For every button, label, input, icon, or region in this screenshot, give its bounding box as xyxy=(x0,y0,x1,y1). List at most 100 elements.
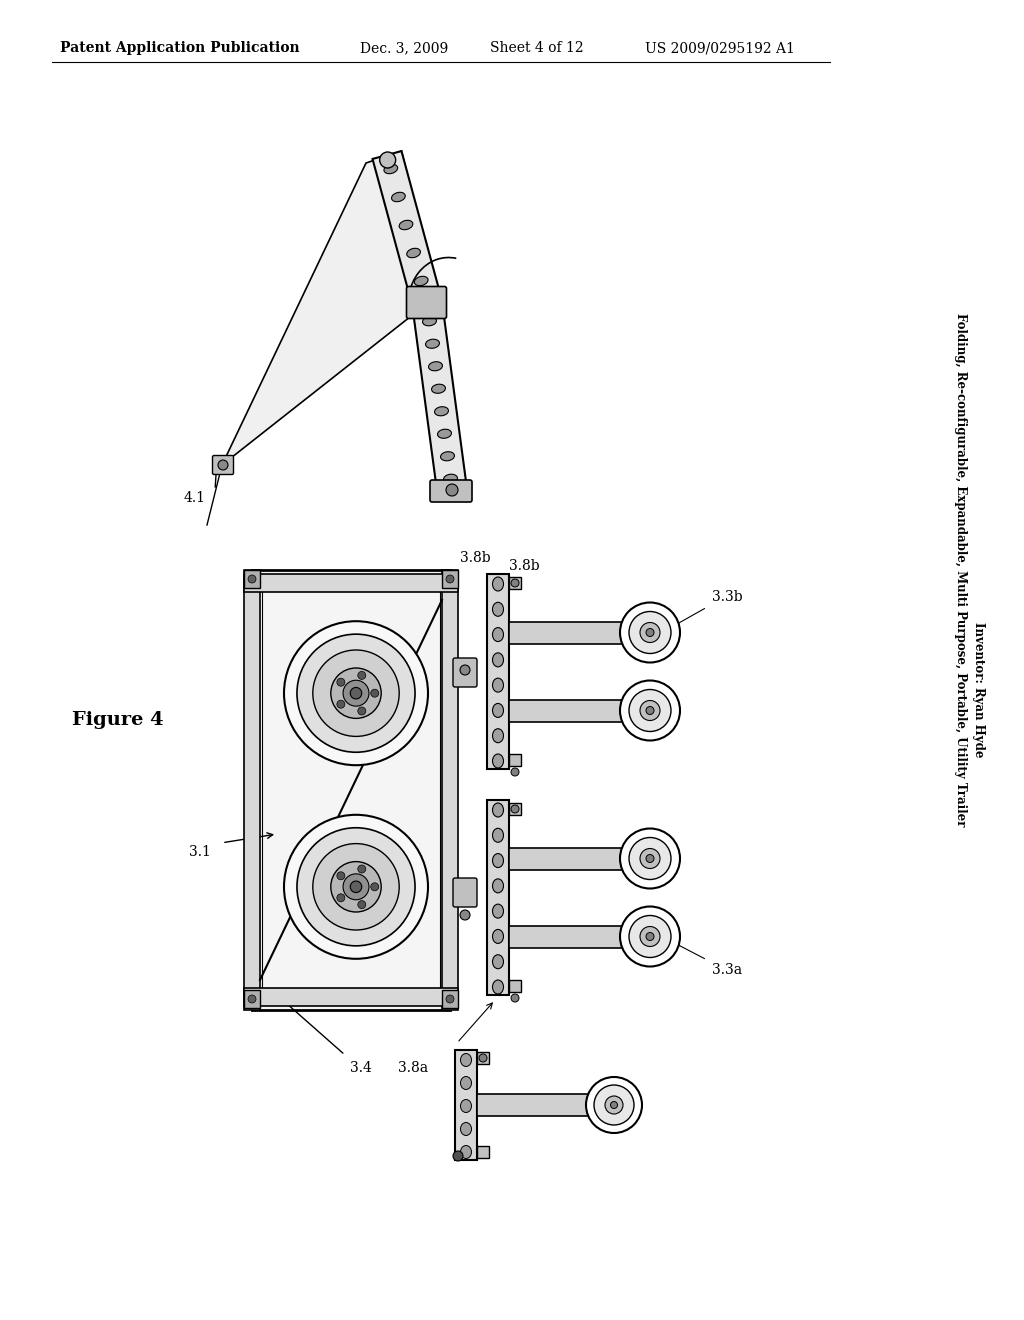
Text: 3.6: 3.6 xyxy=(452,664,473,678)
Circle shape xyxy=(297,828,415,946)
Ellipse shape xyxy=(493,627,504,642)
Circle shape xyxy=(511,579,519,587)
Text: Inventor: Ryan Hyde: Inventor: Ryan Hyde xyxy=(972,622,984,758)
Bar xyxy=(244,574,458,591)
Ellipse shape xyxy=(493,602,504,616)
Circle shape xyxy=(297,634,415,752)
Polygon shape xyxy=(373,150,439,298)
Text: US 2009/0295192 A1: US 2009/0295192 A1 xyxy=(645,41,795,55)
Circle shape xyxy=(337,700,345,709)
Circle shape xyxy=(620,602,680,663)
Circle shape xyxy=(357,900,366,908)
Circle shape xyxy=(357,708,366,715)
Ellipse shape xyxy=(461,1053,471,1067)
Bar xyxy=(487,574,509,770)
Circle shape xyxy=(350,880,361,892)
Bar xyxy=(252,570,450,1010)
Ellipse shape xyxy=(391,193,406,202)
Bar xyxy=(442,570,458,1010)
Ellipse shape xyxy=(426,339,439,348)
Circle shape xyxy=(511,768,519,776)
FancyBboxPatch shape xyxy=(453,657,477,686)
Bar xyxy=(509,577,521,589)
Circle shape xyxy=(629,611,671,653)
Bar xyxy=(244,570,260,1010)
Circle shape xyxy=(640,849,660,869)
Circle shape xyxy=(594,1085,634,1125)
Circle shape xyxy=(343,680,369,706)
Bar xyxy=(509,847,622,870)
Bar xyxy=(442,990,458,1008)
Circle shape xyxy=(646,932,654,940)
Circle shape xyxy=(646,628,654,636)
Circle shape xyxy=(357,672,366,680)
Circle shape xyxy=(312,843,399,931)
Ellipse shape xyxy=(443,474,458,483)
FancyBboxPatch shape xyxy=(213,455,233,474)
Circle shape xyxy=(371,883,379,891)
Circle shape xyxy=(371,689,379,697)
Circle shape xyxy=(620,829,680,888)
Bar xyxy=(487,800,509,995)
Bar xyxy=(442,570,458,587)
Circle shape xyxy=(284,622,428,766)
Ellipse shape xyxy=(493,577,504,591)
Text: 3.4: 3.4 xyxy=(350,1061,372,1074)
Circle shape xyxy=(337,894,345,902)
Ellipse shape xyxy=(461,1146,471,1159)
Ellipse shape xyxy=(493,803,504,817)
Circle shape xyxy=(640,623,660,643)
Circle shape xyxy=(446,995,454,1003)
Ellipse shape xyxy=(493,929,504,944)
Bar xyxy=(509,622,622,644)
Bar xyxy=(509,803,521,814)
FancyBboxPatch shape xyxy=(453,878,477,907)
Bar xyxy=(262,579,440,1001)
Bar xyxy=(477,1146,489,1158)
Text: Figure 4: Figure 4 xyxy=(72,711,164,729)
Text: 3.8b: 3.8b xyxy=(460,550,490,565)
Circle shape xyxy=(620,681,680,741)
Ellipse shape xyxy=(415,276,428,285)
Text: Patent Application Publication: Patent Application Publication xyxy=(60,41,300,55)
Text: 3.8b: 3.8b xyxy=(509,558,540,573)
Text: 3.3a: 3.3a xyxy=(712,962,742,977)
Circle shape xyxy=(446,484,458,496)
Circle shape xyxy=(640,927,660,946)
FancyBboxPatch shape xyxy=(430,480,472,502)
Ellipse shape xyxy=(493,754,504,768)
Ellipse shape xyxy=(407,248,421,257)
FancyBboxPatch shape xyxy=(407,286,446,318)
Polygon shape xyxy=(413,308,467,492)
Circle shape xyxy=(586,1077,642,1133)
Text: 4.1: 4.1 xyxy=(184,491,206,506)
Text: Folding, Re-configurable, Expandable, Multi Purpose, Portable, Utility Trailer: Folding, Re-configurable, Expandable, Mu… xyxy=(953,313,967,826)
Ellipse shape xyxy=(434,407,449,416)
Circle shape xyxy=(605,1096,623,1114)
Circle shape xyxy=(629,916,671,957)
Circle shape xyxy=(646,706,654,714)
Circle shape xyxy=(460,909,470,920)
Circle shape xyxy=(218,459,228,470)
Ellipse shape xyxy=(428,362,442,371)
Circle shape xyxy=(446,576,454,583)
Text: Dec. 3, 2009: Dec. 3, 2009 xyxy=(360,41,449,55)
Circle shape xyxy=(479,1053,487,1063)
Bar xyxy=(509,700,622,722)
Ellipse shape xyxy=(431,384,445,393)
Bar xyxy=(509,754,521,766)
Circle shape xyxy=(312,649,399,737)
Ellipse shape xyxy=(461,1077,471,1089)
Polygon shape xyxy=(222,150,438,465)
Circle shape xyxy=(629,689,671,731)
Ellipse shape xyxy=(384,164,397,174)
Circle shape xyxy=(646,854,654,862)
Circle shape xyxy=(610,1101,617,1109)
Bar xyxy=(244,987,458,1006)
Circle shape xyxy=(350,688,361,700)
Ellipse shape xyxy=(493,828,504,842)
Ellipse shape xyxy=(440,451,455,461)
Circle shape xyxy=(337,678,345,686)
Circle shape xyxy=(248,995,256,1003)
Ellipse shape xyxy=(399,220,413,230)
